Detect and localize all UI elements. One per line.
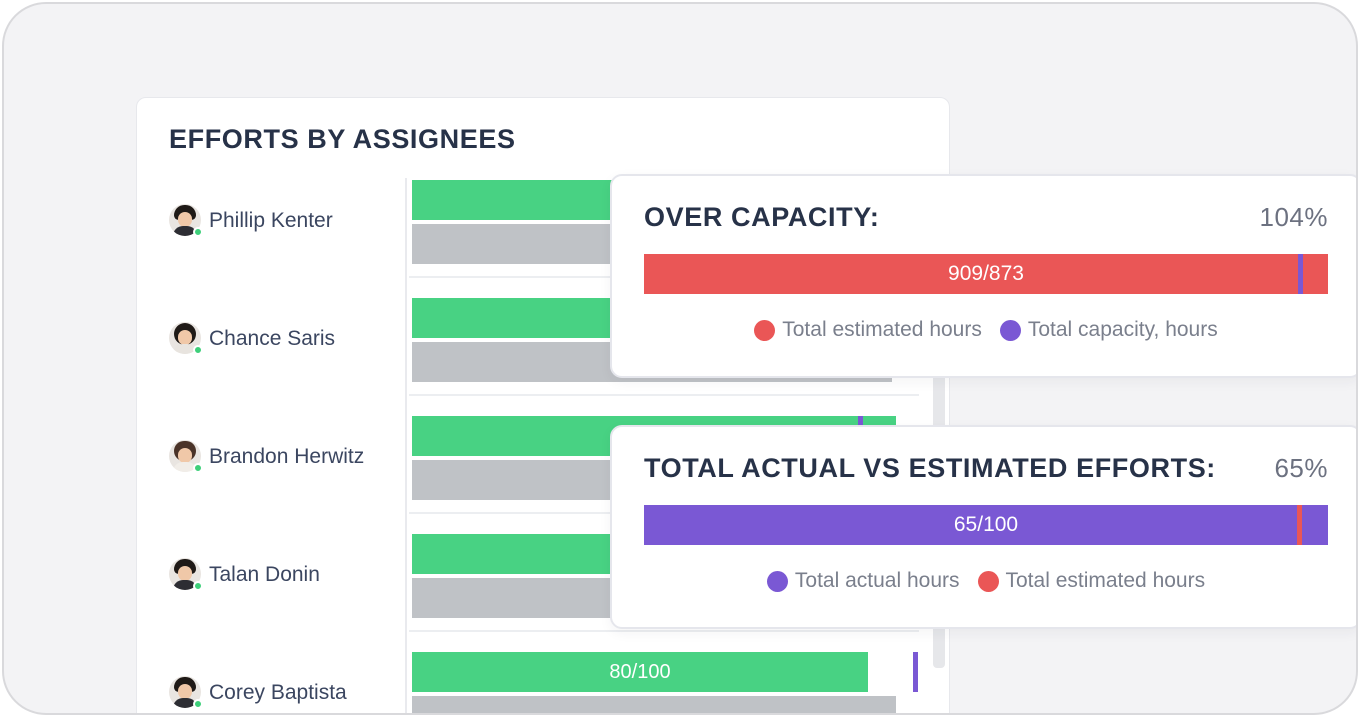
online-status-icon — [193, 345, 203, 355]
actual-vs-estimated-percent: 65% — [1274, 453, 1328, 483]
actual-vs-estimated-card: TOTAL ACTUAL VS ESTIMATED EFFORTS: 65% 6… — [610, 425, 1356, 629]
avatar — [169, 558, 203, 592]
column-divider — [405, 178, 407, 713]
legend-item: Total capacity, hours — [999, 318, 1218, 342]
legend-label: Total actual hours — [794, 569, 960, 592]
assignee-row[interactable]: Brandon Herwitz — [169, 437, 364, 477]
online-status-icon — [193, 699, 203, 709]
avatar — [169, 322, 203, 356]
online-status-icon — [193, 463, 203, 473]
legend-item: Total estimated hours — [977, 569, 1206, 593]
assignee-name: Talan Donin — [209, 563, 320, 586]
estimated-hours-bar[interactable]: 90 — [412, 696, 896, 713]
efforts-title: EFFORTS BY ASSIGNEES — [169, 124, 516, 154]
actual-vs-estimated-bar-label: 65/100 — [953, 513, 1019, 536]
actual-vs-estimated-bar[interactable]: 65/100 — [644, 505, 1328, 545]
over-capacity-bar[interactable]: 909/873 — [644, 254, 1328, 294]
capacity-marker — [913, 652, 918, 692]
red-dot-icon — [754, 319, 776, 341]
over-capacity-bar-label: 909/873 — [948, 262, 1024, 285]
purple-dot-icon — [999, 319, 1021, 341]
online-status-icon — [193, 227, 203, 237]
over-capacity-title: OVER CAPACITY: — [644, 202, 880, 232]
estimated-marker — [1297, 505, 1302, 545]
assignee-name: Corey Baptista — [209, 681, 347, 704]
red-dot-icon — [977, 570, 999, 592]
assignee-row[interactable]: Chance Saris — [169, 319, 335, 359]
legend-label: Total estimated hours — [1005, 569, 1206, 592]
legend-label: Total estimated hours — [782, 318, 982, 341]
legend-item: Total actual hours — [766, 569, 960, 593]
capacity-marker — [1298, 254, 1303, 294]
avatar — [169, 440, 203, 474]
purple-dot-icon — [766, 570, 788, 592]
over-capacity-percent: 104% — [1259, 202, 1328, 232]
online-status-icon — [193, 581, 203, 591]
avatar — [169, 204, 203, 238]
legend-item: Total estimated hours — [754, 318, 982, 342]
assignee-name: Chance Saris — [209, 327, 336, 350]
actual-vs-estimated-title: TOTAL ACTUAL VS ESTIMATED EFFORTS: — [644, 453, 1216, 483]
assignee-row[interactable]: Phillip Kenter — [169, 201, 333, 241]
assignee-row[interactable]: Talan Donin — [169, 555, 320, 595]
actual-hours-bar[interactable]: 80/100 — [412, 652, 868, 692]
assignee-bars: 80/100 90 — [409, 650, 919, 713]
assignee-row[interactable]: Corey Baptista — [169, 673, 347, 713]
actual-vs-estimated-legend: Total actual hours Total estimated hours — [612, 569, 1356, 593]
avatar — [169, 676, 203, 710]
assignee-name: Phillip Kenter — [209, 209, 333, 232]
legend-label: Total capacity, hours — [1027, 318, 1218, 341]
assignee-name: Brandon Herwitz — [209, 445, 365, 468]
over-capacity-legend: Total estimated hours Total capacity, ho… — [612, 318, 1356, 342]
over-capacity-card: OVER CAPACITY: 104% 909/873 Total estima… — [610, 174, 1356, 378]
